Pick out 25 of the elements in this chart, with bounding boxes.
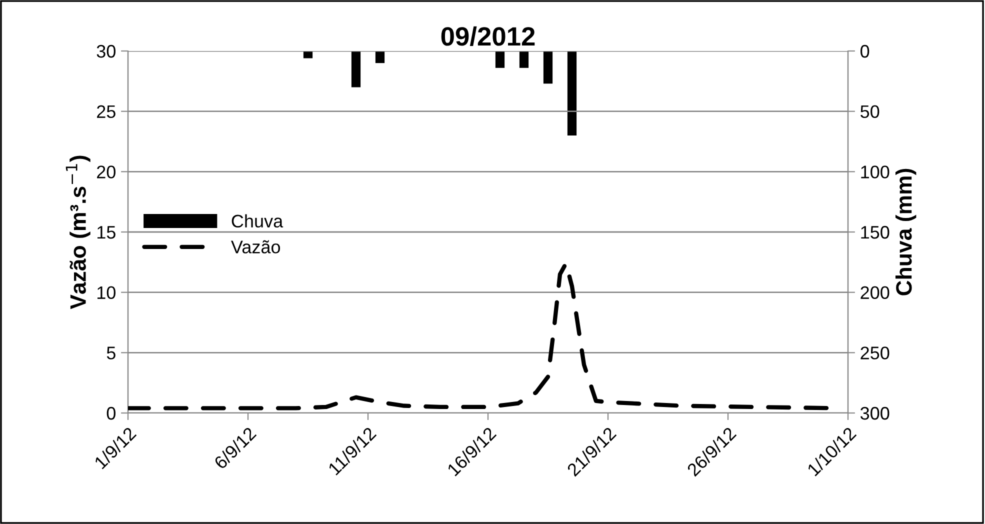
bar bbox=[495, 51, 505, 68]
y2-tick-label: 150 bbox=[861, 226, 890, 239]
legend-label: Vazão bbox=[230, 240, 280, 254]
y2-tick-label: 300 bbox=[860, 406, 890, 420]
bar bbox=[375, 51, 385, 64]
y-tick-label: 30 bbox=[96, 44, 116, 58]
y-axis-title: Vazão (m³.s$^{−1}$) bbox=[66, 156, 90, 310]
y-tick-label: 20 bbox=[97, 166, 116, 178]
y2-tick-label: 100 bbox=[861, 166, 890, 178]
bar bbox=[543, 51, 553, 84]
y2-tick-label: 200 bbox=[860, 286, 890, 300]
bar bbox=[567, 51, 577, 136]
y-tick-label: 15 bbox=[97, 226, 116, 239]
y-tick-label: 10 bbox=[97, 286, 116, 300]
y-tick-label: 5 bbox=[106, 346, 116, 360]
y-tick-label: 25 bbox=[97, 105, 116, 118]
bar bbox=[351, 51, 361, 88]
y2-tick-label: 250 bbox=[860, 346, 890, 360]
y2-tick-label: 0 bbox=[860, 44, 870, 58]
y-tick-label: 0 bbox=[106, 406, 116, 420]
bar bbox=[519, 51, 529, 68]
legend-label: Chuva bbox=[232, 214, 284, 228]
y2-axis-title: Chuva (mm) bbox=[895, 168, 916, 296]
chart-title: 09/2012 bbox=[441, 26, 535, 46]
y2-tick-label: 50 bbox=[860, 105, 880, 118]
